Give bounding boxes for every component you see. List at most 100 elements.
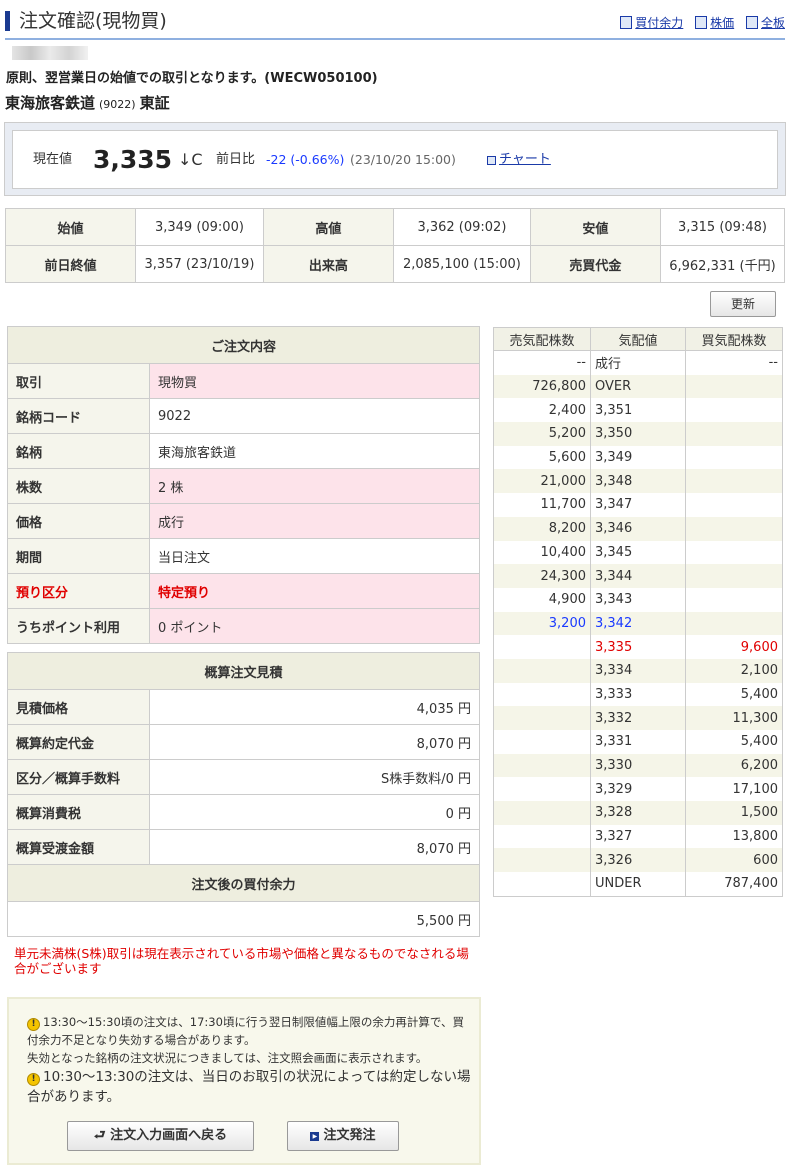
estimate-row: 区分／概算手数料 S株手数料/0 円 [7,759,480,795]
quote-price: 3,329 [590,777,686,802]
ask-qty: 3,200 [493,611,591,636]
exclamation-icon: ! [27,1073,40,1086]
buying-power-label[interactable]: 買付余力 [635,16,684,30]
exclamation-icon: ! [27,1018,40,1031]
price-box: 現在値 3,335 ↓C 前日比 -22 (-0.66%) (23/10/20 … [4,122,786,196]
refresh-button[interactable]: 更新 [710,291,776,317]
order-book-row: 21,000 3,348 [493,469,783,494]
order-row-value: 9022 [149,398,480,434]
order-book-row: 2,400 3,351 [493,398,783,423]
return-arrow-icon: ⮐ [93,1128,111,1143]
ask-qty: 5,600 [493,445,591,470]
quote-price: 3,334 [590,658,686,683]
ask-qty: 5,200 [493,422,591,446]
ask-qty [493,824,591,849]
order-book-row: UNDER 787,400 [493,872,783,897]
quote-price: UNDER [590,872,686,897]
full-board-link[interactable]: 全板 [745,16,785,30]
ask-qty: -- [493,350,591,375]
bid-qty [685,516,783,541]
quote-price: 3,347 [590,493,686,517]
play-icon: ▶ [310,1132,320,1141]
full-board-label[interactable]: 全板 [760,16,785,30]
order-book-row: 3,333 5,400 [493,682,783,707]
order-row: うちポイント利用 0 ポイント [7,608,480,644]
quote-price: 3,335 [590,635,686,659]
order-row: 取引 現物買 [7,363,480,399]
order-row-value: 当日注文 [149,538,480,574]
quote-price: 3,327 [590,824,686,849]
ask-qty: 24,300 [493,564,591,588]
estimate-row-label: 概算受渡金額 [7,829,150,865]
price-time: (23/10/20 15:00) [350,152,456,167]
estimate-row: 見積価格 4,035 円 [7,689,480,725]
notice-text: 原則、翌営業日の始値での取引となります。(WECW050100) [6,71,378,86]
ask-qty: 8,200 [493,516,591,541]
back-to-input-button[interactable]: ⮐ 注文入力画面へ戻る [67,1121,254,1151]
order-book-row: 3,335 9,600 [493,635,783,659]
stock-name: 東海旅客鉄道 [5,94,96,112]
stock-price-link[interactable]: 株価 [695,16,734,30]
submit-button-label[interactable]: 注文発注 [323,1128,376,1143]
ask-qty: 4,900 [493,587,591,612]
submit-order-button[interactable]: ▶ 注文発注 [287,1121,399,1151]
change-label: 前日比 [216,152,256,167]
ask-qty [493,753,591,778]
bid-qty: 1,500 [685,801,783,825]
bid-qty [685,374,783,399]
buying-power-link[interactable]: 買付余力 [620,16,683,30]
page-header: 注文確認(現物買) 買付余力 株価 全板 [5,6,785,40]
quote-price: 3,343 [590,587,686,612]
high-value: 3,362 (09:02) [392,208,531,246]
order-row-value: 成行 [149,503,480,539]
doc-icon [695,16,708,29]
stock-market: 東証 [139,94,170,112]
order-book-row: 5,200 3,350 [493,422,783,446]
window-icon [487,156,496,165]
order-row-label: 銘柄 [7,433,150,469]
quote-price: 3,346 [590,516,686,541]
redacted-account [12,46,88,60]
ask-qty-header: 売気配株数 [493,327,591,351]
estimate-row: 概算約定代金 8,070 円 [7,724,480,760]
estimate-row: 概算受渡金額 8,070 円 [7,829,480,865]
quote-price: 3,350 [590,422,686,446]
order-details-title: ご注文内容 [7,326,480,364]
order-row-value: 2 株 [149,468,480,504]
estimate-row-label: 概算消費税 [7,794,150,830]
bid-qty: 11,300 [685,706,783,730]
order-book-row: 8,200 3,346 [493,516,783,541]
info-line-2: 失効となった銘柄の注文状況につきましては、注文照会画面に表示されます。 [27,1051,428,1065]
quote-price: 3,330 [590,753,686,778]
bid-qty [685,445,783,470]
order-book-row: 726,800 OVER [493,374,783,399]
stock-price-label[interactable]: 株価 [710,16,735,30]
ask-qty [493,706,591,730]
quote-price: 3,349 [590,445,686,470]
chart-link[interactable]: チャート [487,131,551,189]
price-mark: ↓C [178,150,203,169]
quote-price: 成行 [590,350,686,375]
estimate-row-label: 見積価格 [7,689,150,725]
ask-qty [493,848,591,873]
estimate-title: 概算注文見積 [7,652,480,690]
ask-qty: 726,800 [493,374,591,399]
order-book-row: -- 成行 -- [493,350,783,375]
order-row-label: 取引 [7,363,150,399]
chart-link-label[interactable]: チャート [499,152,551,167]
order-book-row: 3,331 5,400 [493,730,783,754]
bid-qty: 17,100 [685,777,783,802]
back-button-label[interactable]: 注文入力画面へ戻る [110,1128,228,1143]
order-book-row: 3,330 6,200 [493,753,783,778]
quote-price: 3,328 [590,801,686,825]
quote-price: 3,342 [590,611,686,636]
after-buying-power-title: 注文後の買付余力 [7,864,480,902]
ask-qty: 11,700 [493,493,591,517]
odd-lot-warning: 単元未満株(S株)取引は現在表示されている市場や価格と異なるものでなされる場合が… [14,946,469,976]
volume-value: 2,085,100 (15:00) [392,245,531,283]
order-book-row: 24,300 3,344 [493,564,783,588]
title-bar-decoration [5,11,10,31]
ask-qty [493,682,591,707]
stock-title: 東海旅客鉄道 (9022) 東証 [5,92,170,113]
ask-qty: 10,400 [493,540,591,565]
